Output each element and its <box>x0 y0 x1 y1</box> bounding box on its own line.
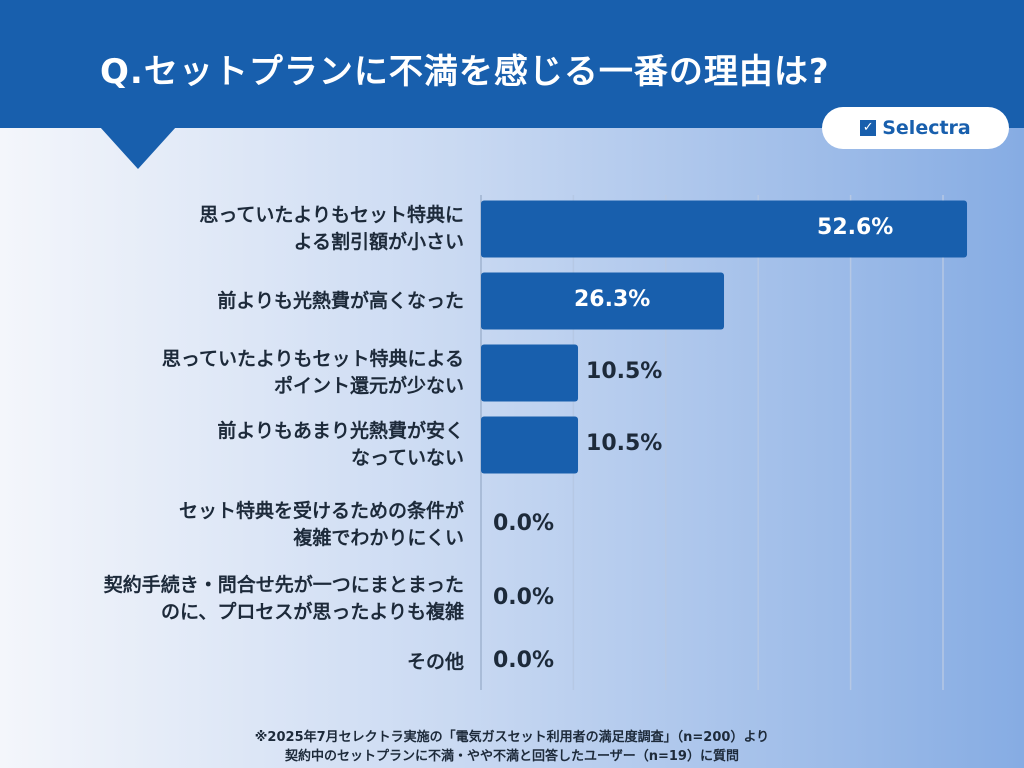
value-label: 10.5% <box>586 359 663 384</box>
category-label: 思っていたよりもセット特典に よる割引額が小さい <box>199 204 464 253</box>
category-label: 契約手続き・問合せ先が一つにまとまった のに、プロセスが思ったよりも複雑 <box>103 574 464 623</box>
footnote: ※2025年7月セレクトラ実施の「電気ガスセット利用者の満足度調査」（n=200… <box>0 728 1024 766</box>
category-label: 思っていたよりもセット特典による ポイント還元が少ない <box>161 348 464 397</box>
value-label: 52.6% <box>817 215 894 240</box>
value-label: 0.0% <box>493 648 555 673</box>
logo-text: Selectra <box>882 117 971 139</box>
value-label: 26.3% <box>574 287 651 312</box>
category-label: 前よりもあまり光熱費が安く なっていない <box>217 420 464 469</box>
page-title: Q.セットプランに不満を感じる一番の理由は? <box>100 52 830 92</box>
selectra-logo: ✓ Selectra <box>822 107 1009 149</box>
speech-pointer <box>100 127 176 169</box>
category-label: 前よりも光熱費が高くなった <box>217 289 464 312</box>
footnote-line: 契約中のセットプランに不満・やや不満と回答したユーザー（n=19）に質問 <box>285 749 739 764</box>
bar <box>481 200 968 258</box>
category-label: その他 <box>406 650 464 673</box>
value-label: 10.5% <box>586 431 663 456</box>
header-banner: Q.セットプランに不満を感じる一番の理由は? <box>0 0 1024 128</box>
category-label: セット特典を受けるための条件が 複雑でわかりにくい <box>178 500 464 549</box>
footnote-line: ※2025年7月セレクトラ実施の「電気ガスセット利用者の満足度調査」（n=200… <box>254 730 770 745</box>
value-label: 0.0% <box>493 511 555 536</box>
checkbox-icon: ✓ <box>860 120 877 136</box>
bar <box>481 272 725 330</box>
value-label: 0.0% <box>493 585 555 610</box>
bar <box>481 344 579 402</box>
bar <box>481 416 579 474</box>
